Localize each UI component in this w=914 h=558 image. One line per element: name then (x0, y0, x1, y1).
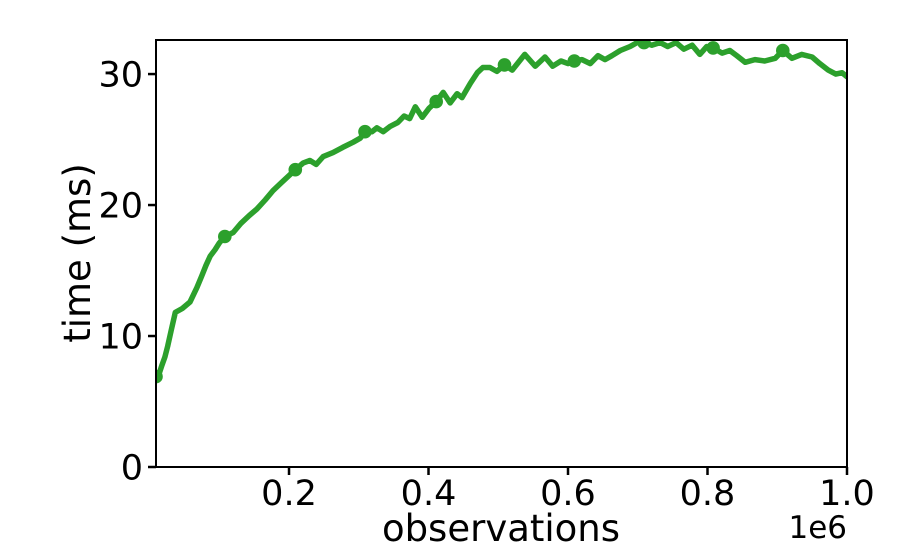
y-axis-label: time (ms) (56, 163, 99, 343)
data-point-marker (706, 41, 720, 55)
x-axis-tick-labels: 0.2 0.4 0.6 0.8 1.0 (261, 474, 875, 514)
x-axis-offset-label: 1e6 (788, 510, 847, 546)
y-tick-label: 0 (121, 449, 143, 489)
y-tick-label: 20 (98, 187, 143, 227)
x-axis-ticks (287, 467, 849, 475)
plot-border (155, 39, 848, 468)
x-tick-label: 1.0 (819, 474, 875, 514)
y-tick-label: 10 (98, 318, 143, 358)
y-tick-label: 30 (98, 56, 143, 96)
data-point-marker (218, 229, 232, 244)
data-point-marker (637, 40, 651, 50)
x-tick-label: 0.2 (261, 474, 317, 514)
series-line (156, 40, 847, 380)
y-axis-tick-labels: 0 10 20 30 (98, 56, 143, 489)
x-tick-label: 0.6 (540, 474, 596, 514)
x-tick-label: 0.8 (680, 474, 736, 514)
data-point-marker (776, 43, 790, 58)
data-point-marker (358, 124, 372, 139)
data-point-marker (497, 58, 512, 72)
data-point-marker (567, 54, 582, 68)
y-axis-ticks (148, 72, 156, 469)
series-markers (156, 40, 790, 384)
data-point-marker (429, 94, 444, 109)
data-point-marker (288, 162, 303, 177)
x-tick-label: 0.4 (401, 474, 457, 514)
data-point-marker (156, 369, 163, 384)
x-axis-label: observations (382, 507, 620, 550)
